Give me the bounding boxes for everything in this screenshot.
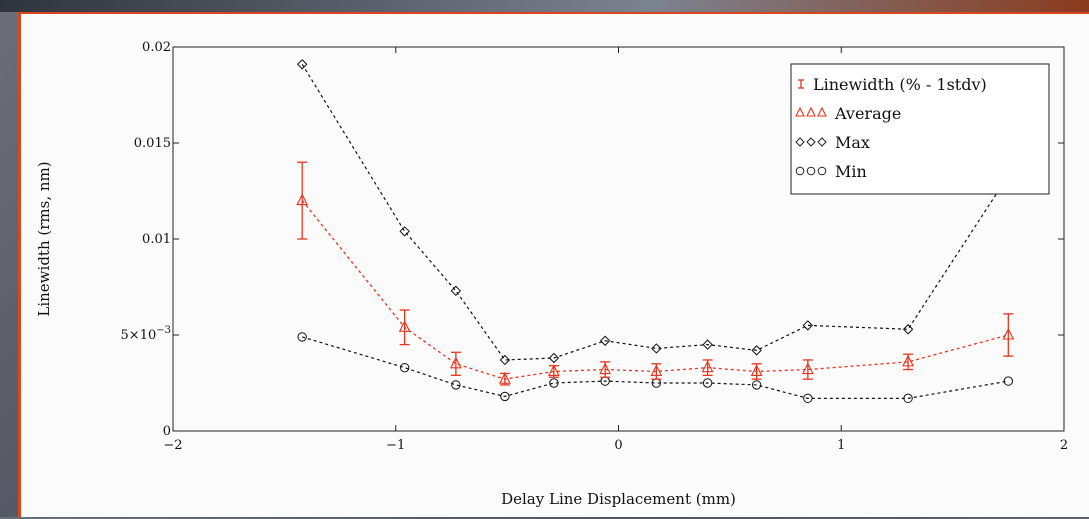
y-tick-label: 0.02 — [142, 40, 171, 55]
legend-marker — [806, 106, 816, 117]
series-min-point — [702, 378, 713, 388]
error-bar — [450, 351, 461, 376]
series-max-point — [450, 285, 462, 297]
data-series — [296, 59, 1015, 404]
error-bar — [499, 372, 510, 386]
series-min-point — [1003, 376, 1014, 386]
y-tick-label: 0.015 — [134, 136, 171, 151]
series-min-point — [903, 393, 913, 404]
x-tick-label: −1 — [386, 438, 405, 453]
legend-entry: Min — [795, 162, 867, 181]
error-bar — [297, 161, 308, 240]
series-max-point — [651, 343, 662, 354]
axis-ticks — [172, 46, 1065, 432]
x-axis-title: Delay Line Displacement (mm) — [501, 490, 736, 508]
legend-marker — [795, 137, 805, 147]
error-bar — [399, 309, 410, 346]
series-max-point — [296, 59, 308, 70]
series-max-point — [902, 324, 914, 335]
error-bar — [751, 363, 762, 380]
y-tick-exponent: −3 — [156, 325, 171, 336]
legend-marker — [806, 166, 816, 176]
legend-marker — [806, 137, 816, 147]
series-min-point — [803, 393, 813, 404]
error-bar — [548, 365, 559, 378]
legend-marker — [795, 106, 805, 117]
legend: Linewidth (% - 1stdv) Average Max Min — [790, 63, 1050, 195]
x-tick-label: 1 — [837, 438, 845, 453]
series-min-point — [549, 378, 559, 388]
series-max-point — [548, 352, 560, 364]
error-bar — [651, 363, 662, 380]
legend-marker — [795, 166, 805, 176]
legend-label: Min — [835, 162, 867, 181]
series-max-point — [499, 354, 511, 366]
legend-label: Max — [835, 133, 870, 152]
series-min-point — [451, 380, 461, 390]
x-tick-label: 0 — [614, 438, 622, 453]
y-tick-label: 0.01 — [142, 232, 171, 247]
legend-box — [790, 63, 1050, 195]
series-max-point — [751, 345, 762, 356]
legend-marker — [817, 106, 827, 117]
series-max-point — [802, 320, 814, 331]
x-tick-label: −2 — [163, 438, 182, 453]
series-average-line — [301, 200, 1009, 380]
series-max-point — [599, 335, 611, 346]
series-min-point — [751, 380, 762, 390]
legend-marker — [817, 137, 827, 147]
background-strip — [0, 0, 1089, 12]
axis-tick-labels: −2 −1 0 1 2 0 5×10−3 0.01 0.015 0.02 — [121, 40, 1069, 453]
legend-marker — [817, 166, 827, 176]
y-tick-label: 5×10−3 — [121, 325, 171, 343]
error-bar — [802, 359, 813, 380]
series-min-point — [500, 391, 510, 402]
error-bar — [1003, 313, 1014, 357]
series-min — [297, 332, 1014, 404]
y-axis-title: Linewidth (rms, nm) — [35, 161, 53, 316]
series-min-point — [399, 362, 410, 373]
chart-panel: −2 −1 0 1 2 0 5×10−3 0.01 0.015 0.02 Linewidth (%… — [18, 12, 1089, 517]
legend-entry: Linewidth (% - 1stdv) — [798, 75, 987, 94]
series-max-line — [301, 63, 1009, 361]
legend-label: Average — [834, 104, 901, 123]
series-errorbars — [297, 161, 1014, 386]
error-bar — [903, 353, 914, 371]
series-max-point — [399, 226, 410, 237]
legend-label: Linewidth (% - 1stdv) — [813, 75, 987, 94]
legend-entry: Max — [795, 133, 870, 152]
series-max-point — [702, 339, 713, 350]
y-tick-label: 0 — [163, 424, 171, 439]
series-min-line — [302, 336, 1009, 399]
linewidth-chart: −2 −1 0 1 2 0 5×10−3 0.01 0.015 0.02 Linewidth (%… — [35, 40, 1069, 508]
series-average — [296, 193, 1015, 384]
series-min-point — [297, 332, 307, 342]
error-bar — [702, 359, 713, 376]
legend-entry: Average — [795, 104, 901, 123]
error-bar — [600, 361, 611, 378]
x-tick-label: 2 — [1060, 438, 1068, 453]
